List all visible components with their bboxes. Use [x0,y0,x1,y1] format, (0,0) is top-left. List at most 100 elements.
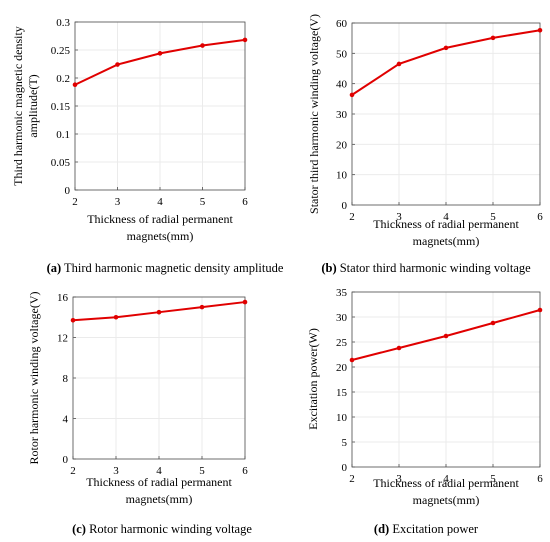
panel-d-xtick-label: 3 [396,473,402,485]
panel-b-caption-label: (b) [321,261,336,275]
panel-b-xtick-label: 6 [537,211,543,223]
panel-d-xlabel: Thickness of radial permanent [373,476,519,490]
panel-a-data-point [242,37,248,43]
panel-b-data-point [443,45,449,51]
panel-a-xtick-label: 4 [157,196,163,208]
panel-a-xlabel: magnets(mm) [127,229,194,243]
panel-c-data-point [242,299,248,305]
panel-d-ytick-label: 30 [336,312,348,324]
panel-c-ylabel: Rotor harmonic winding voltage(V) [27,292,41,465]
panel-a-ytick-label: 0.2 [56,73,70,85]
panel-b-data-point [349,92,355,98]
panel-d-data-point [537,307,543,313]
panel-a-ytick-label: 0.3 [56,17,70,29]
panel-c-ytick-label: 12 [57,333,68,345]
panel-a-xtick-label: 5 [200,196,206,208]
panel-a-caption: (a) Third harmonic magnetic density ampl… [47,261,284,275]
panel-c-xtick-label: 6 [242,465,248,477]
panel-d-ytick-label: 20 [336,362,348,374]
panel-c-data-point [199,304,205,310]
panel-b-ytick-label: 30 [336,109,348,121]
panel-d-data-point [396,345,402,351]
panel-a-axes-frame [74,21,246,191]
panel-d-xtick-label: 5 [490,473,496,485]
panel-a-ylabel: Third harmonic magnetic density [11,26,25,186]
panel-c-caption-text: Rotor harmonic winding voltage [86,522,252,536]
panel-b-xtick-label: 2 [349,211,355,223]
panel-b-ytick-label: 40 [336,79,348,91]
panel-c-chart: 0 4 8 12 16 2 3 4 5 6 Thickness of radial permanen… [27,292,252,536]
panel-d-data-point [490,320,496,326]
panel-a-data-point [157,51,163,56]
panel-c-xtick-label: 3 [113,465,119,477]
panel-a-ytick-label: 0.15 [51,101,71,113]
panel-b-ytick-label: 10 [336,170,348,182]
panel-b-ytick-label: 60 [336,18,348,30]
panel-c-ytick-label: 8 [63,373,69,385]
panel-d-data-point [443,333,449,339]
panel-d-axes-frame [351,291,541,468]
panel-a-chart: 0 0.05 0.1 0.15 0.2 0.25 0.3 2 3 4 5 6 Thickness of … [11,17,284,275]
panel-b-xtick-label: 5 [490,211,496,223]
panel-a-ytick-label: 0.1 [56,129,70,141]
panel-a-xtick-label: 6 [242,196,248,208]
panel-b-xtick-label: 3 [396,211,402,223]
panel-b-chart: 0 10 20 30 40 50 60 2 3 4 5 6 Thickness of radial pe… [307,14,543,275]
panel-d-xtick-label: 4 [443,473,449,485]
panel-c-caption: (c) Rotor harmonic winding voltage [72,522,252,536]
panel-a-caption-label: (a) [47,261,62,275]
panel-b-ytick-label: 20 [336,139,348,151]
panel-a-data-point [72,82,78,88]
panel-b-data-point [537,27,543,33]
panel-d-caption: (d) Excitation power [374,522,479,536]
panel-d-ytick-label: 5 [342,437,348,449]
panel-c-xtick-label: 5 [199,465,205,477]
panel-a-xtick-label: 2 [72,196,78,208]
panel-c-data-point [70,317,76,323]
panel-c-ytick-label: 4 [63,414,69,426]
panel-d-ytick-label: 15 [336,387,348,399]
panel-c-data-point [113,314,119,320]
panel-a-caption-text: Third harmonic magnetic density amplitud… [61,261,284,275]
panel-c-ytick-label: 16 [57,292,69,304]
panel-b-ylabel: Stator third harmonic winding voltage(V) [307,14,321,214]
panel-b-ytick-label: 50 [336,48,348,60]
panel-b-caption: (b) Stator third harmonic winding voltag… [321,261,531,275]
panel-b-axes-frame [351,22,541,206]
panel-c-data-point [156,309,162,315]
panel-c-caption-label: (c) [72,522,86,536]
panel-b-data-point [396,61,402,67]
panel-d-chart: 0 5 10 15 20 25 30 35 2 3 4 5 6 Thickness of radial p… [306,287,543,536]
panel-a-xtick-label: 3 [115,196,121,208]
panel-c-ytick-label: 0 [63,454,69,466]
panel-d-caption-text: Excitation power [389,522,479,536]
panel-d-caption-label: (d) [374,522,389,536]
panel-d-xtick-label: 6 [537,473,543,485]
panel-b-xlabel: magnets(mm) [413,234,480,248]
panel-b-data-point [490,35,496,41]
panel-c-xlabel: magnets(mm) [126,492,193,506]
panel-a-ytick-label: 0.05 [51,157,71,169]
panel-b-xtick-label: 4 [443,211,449,223]
panel-d-xtick-label: 2 [349,473,355,485]
panel-c-xtick-label: 4 [156,465,162,477]
panel-c-xlabel: Thickness of radial permanent [86,475,232,489]
panel-d-ytick-label: 25 [336,337,348,349]
panel-b-ytick-label: 0 [342,200,348,212]
panel-a-ylabel: amplitude(T) [26,74,40,137]
panel-a-data-point [200,43,205,48]
panel-d-ylabel: Excitation power(W) [306,328,320,430]
panel-d-data-point [349,357,355,363]
panel-b-xlabel: Thickness of radial permanent [373,217,519,231]
panel-b-caption-text: Stator third harmonic winding voltage [337,261,532,275]
panel-d-ytick-label: 35 [336,287,348,299]
panel-d-xlabel: magnets(mm) [413,493,480,507]
panel-d-ytick-label: 0 [342,462,348,474]
panel-a-xlabel: Thickness of radial permanent [87,212,233,226]
panel-d-ytick-label: 10 [336,412,348,424]
panel-a-data-point [115,62,120,67]
panel-c-axes-frame [72,296,246,460]
panel-a-ytick-label: 0.25 [51,45,71,57]
panel-c-xtick-label: 2 [70,465,76,477]
